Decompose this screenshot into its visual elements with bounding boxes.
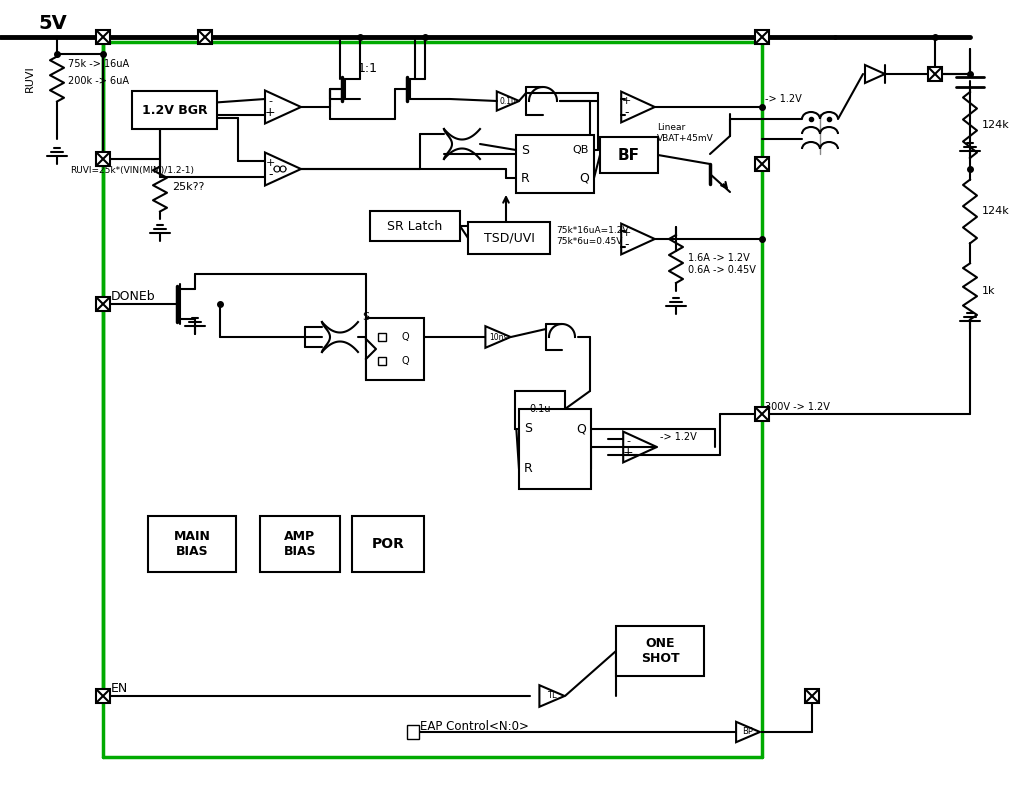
Text: S: S [524,423,532,435]
Text: -> 1.2V: -> 1.2V [765,94,802,104]
Text: 10ns: 10ns [489,332,507,341]
Text: -: - [268,169,272,181]
Text: R: R [521,172,530,185]
Text: MAIN
BIAS: MAIN BIAS [174,530,211,558]
Text: 75k*16uA=1.2V
75k*6u=0.45V: 75k*16uA=1.2V 75k*6u=0.45V [556,226,629,246]
Bar [198,30,212,44]
Text: R: R [524,463,533,475]
Text: 0.1u: 0.1u [529,404,550,414]
Bar [96,689,110,703]
Text: 1:1: 1:1 [358,62,378,75]
Text: EAP Control<N:0>: EAP Control<N:0> [420,721,529,733]
Bar [516,135,594,193]
Bar [515,391,565,429]
Bar [407,725,419,739]
Text: BP: BP [743,728,754,737]
Text: TSD/UVI: TSD/UVI [484,232,534,244]
Bar [928,67,942,81]
Text: BF: BF [618,148,640,162]
Bar [519,409,591,489]
Bar [468,222,550,254]
Text: TL: TL [547,691,557,701]
Text: Q: Q [576,423,586,435]
Text: EN: EN [111,682,128,695]
Text: POR: POR [372,537,405,551]
Text: S: S [521,144,529,157]
Bar [755,157,769,171]
Text: 1.6A -> 1.2V
0.6A -> 0.45V: 1.6A -> 1.2V 0.6A -> 0.45V [688,253,756,275]
Bar [600,137,658,173]
Text: -: - [624,106,629,119]
Bar [755,407,769,421]
Text: RUVI=25k*(VIN(MIM)/1.2-1): RUVI=25k*(VIN(MIM)/1.2-1) [70,166,194,176]
Bar [378,333,386,341]
Bar [96,297,110,311]
Text: QB: QB [573,145,589,155]
Text: +: + [623,446,634,459]
Text: 0.1u: 0.1u [499,97,517,105]
Text: 1k: 1k [982,286,995,296]
Text: 124k: 124k [982,206,1010,216]
Bar [366,318,424,380]
Text: 124k: 124k [982,120,1010,130]
Text: Linear
VBAT+45mV: Linear VBAT+45mV [657,123,714,143]
Text: -: - [624,238,629,251]
Text: 25k??: 25k?? [172,182,204,192]
Text: Q: Q [579,172,589,185]
Bar [616,626,703,676]
Bar [755,30,769,44]
Text: -> 1.2V: -> 1.2V [660,432,696,442]
Bar [260,516,340,572]
Text: 200k -> 6uA: 200k -> 6uA [68,76,129,86]
Text: -: - [268,96,272,106]
Text: +: + [621,97,631,106]
Bar [805,689,819,703]
Text: ONE
SHOT: ONE SHOT [641,637,679,665]
Bar [148,516,236,572]
Text: Q: Q [401,356,409,366]
Bar [378,357,386,365]
Text: Q: Q [401,332,409,342]
Text: +: + [265,106,275,120]
Text: S: S [362,312,369,322]
Text: 5V: 5V [38,14,67,33]
Text: DONEb: DONEb [111,291,156,304]
Bar [370,211,460,241]
Bar [96,30,110,44]
Text: +: + [621,229,631,238]
Bar [352,516,424,572]
Text: +: + [266,158,275,168]
Text: 300V -> 1.2V: 300V -> 1.2V [765,402,830,412]
Bar [132,91,217,129]
Text: RUVI: RUVI [25,66,35,93]
Text: 75k -> 16uA: 75k -> 16uA [68,59,129,69]
Bar [96,152,110,166]
Text: 1.2V BGR: 1.2V BGR [142,104,207,117]
Text: -: - [626,436,631,447]
Text: SR Latch: SR Latch [387,220,443,233]
Text: AMP
BIAS: AMP BIAS [283,530,316,558]
